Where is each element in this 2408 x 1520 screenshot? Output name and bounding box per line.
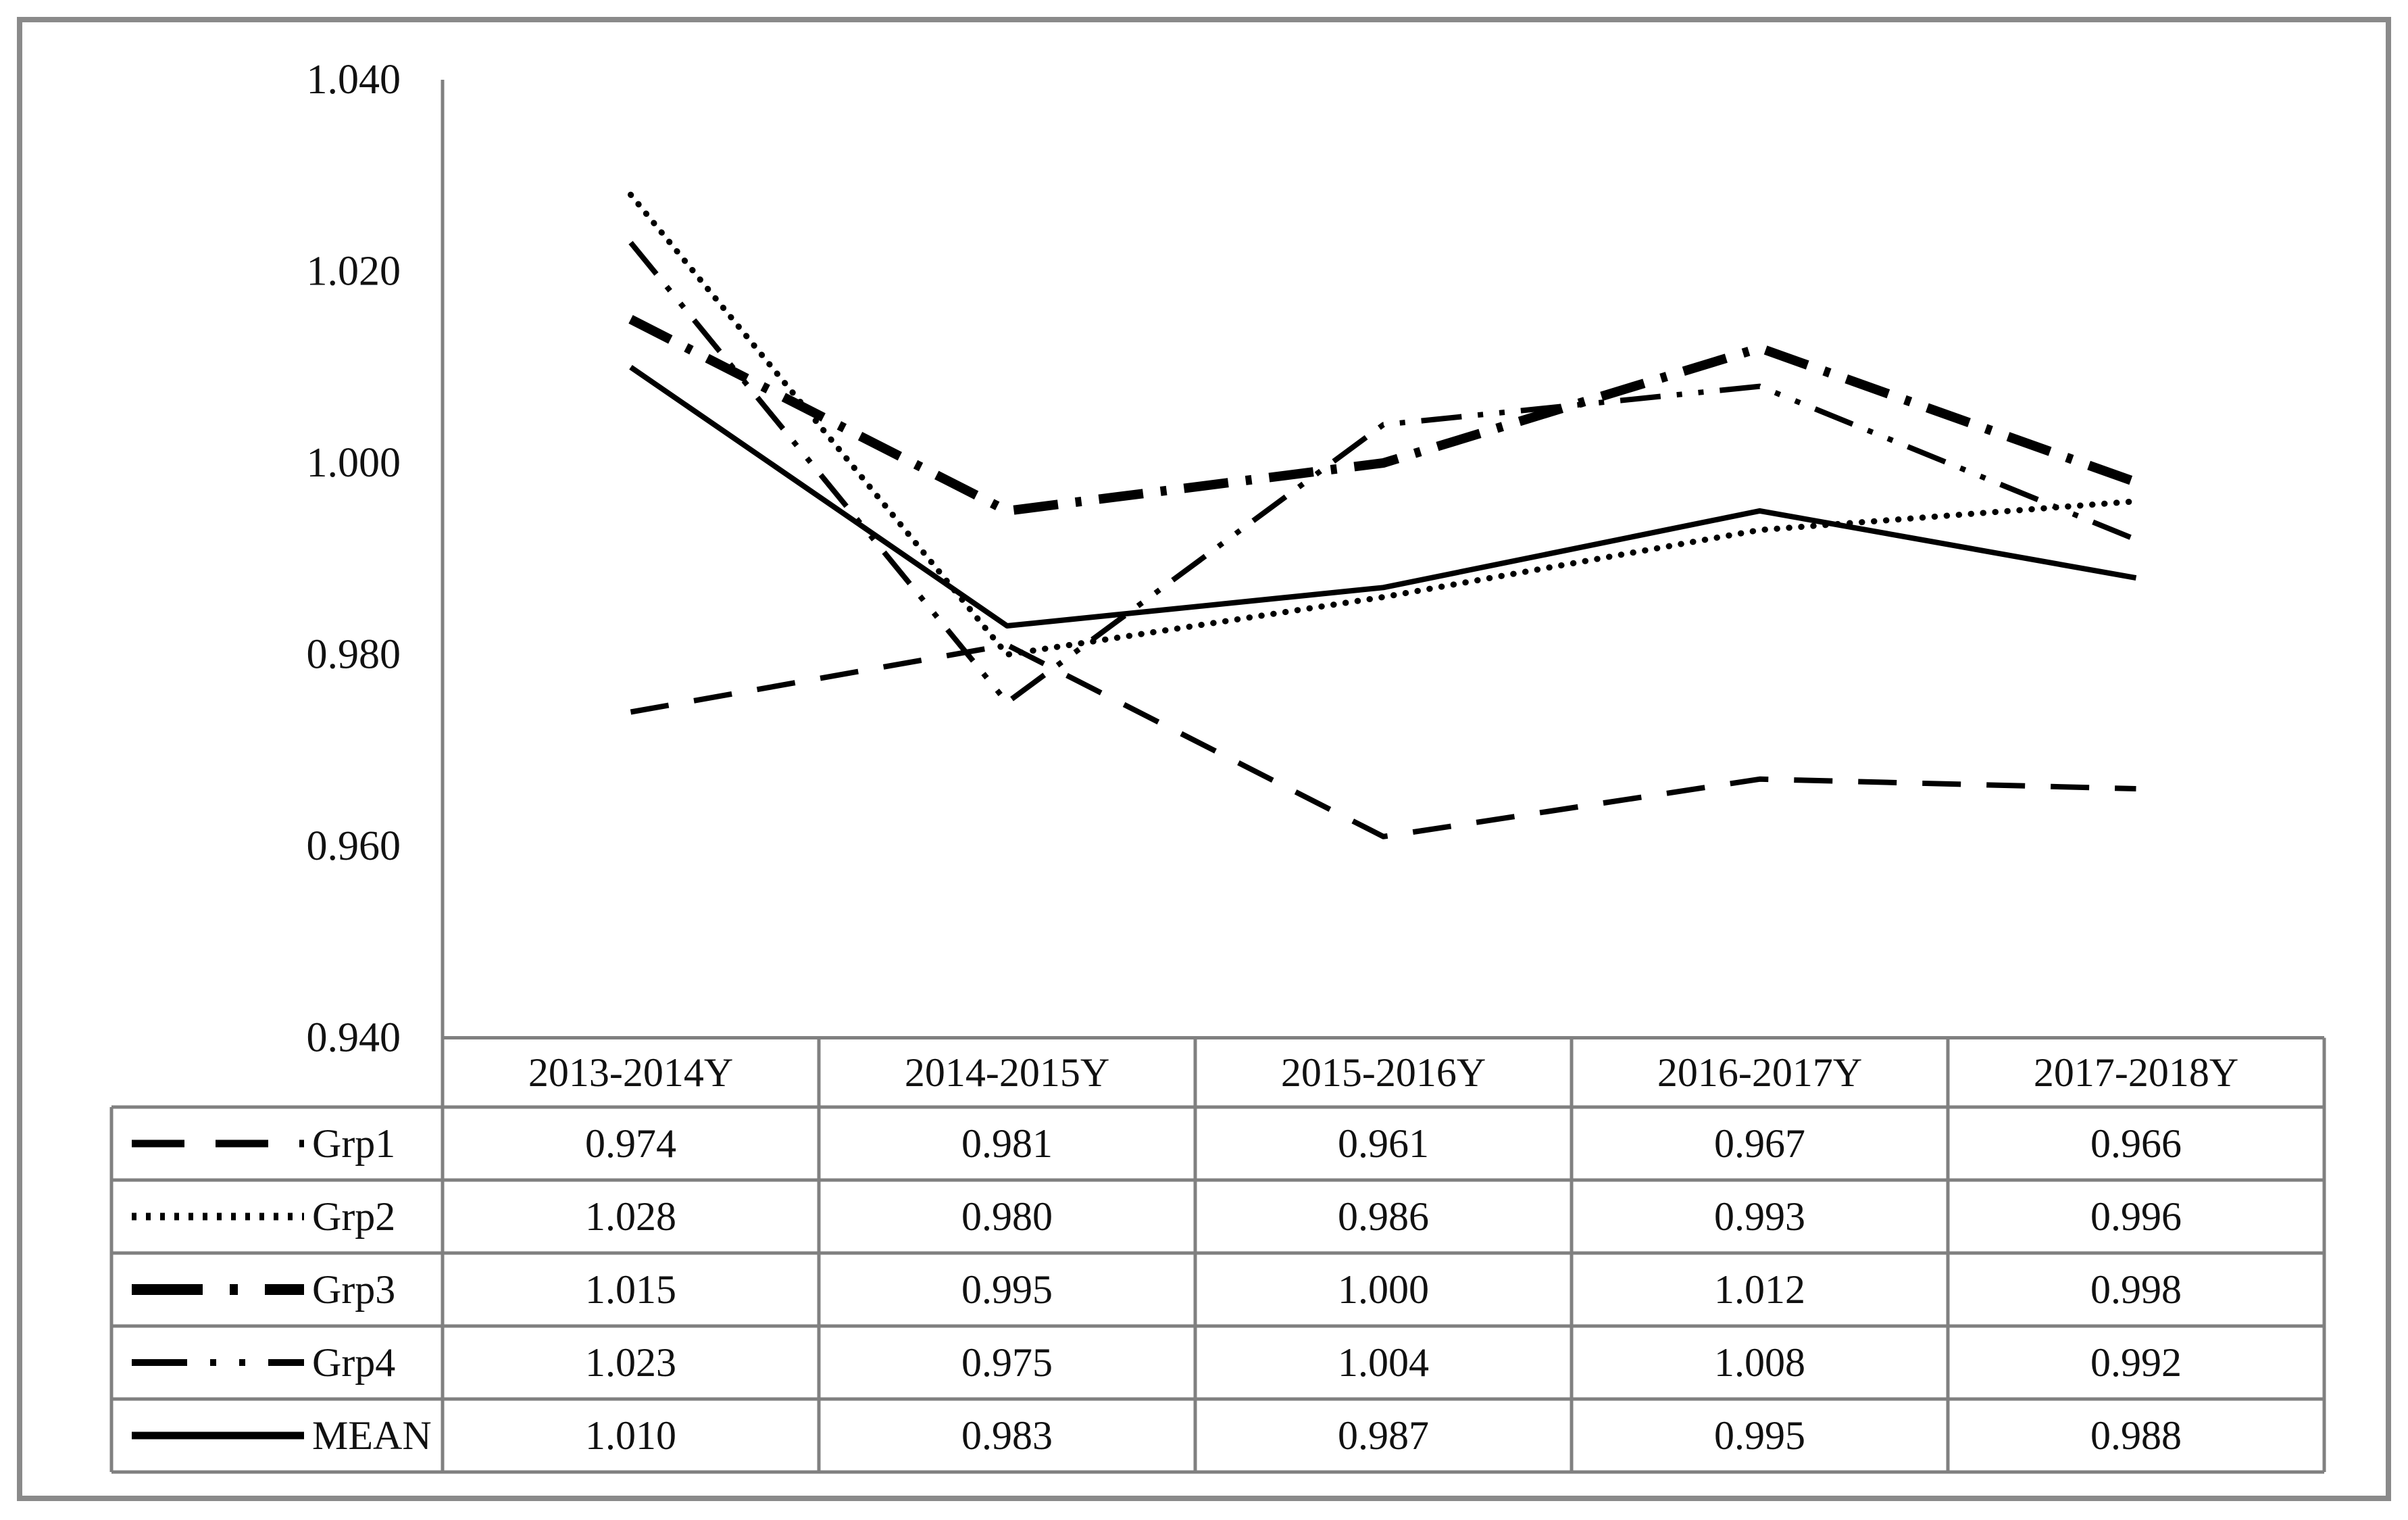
series-name-label: Grp2 <box>312 1194 395 1239</box>
table-header-cell: 2014-2015Y <box>905 1050 1109 1095</box>
table-value-cell: 0.967 <box>1714 1121 1805 1166</box>
table-header-cell: 2015-2016Y <box>1281 1050 1486 1095</box>
table-value-cell: 1.028 <box>585 1194 676 1239</box>
table-value-cell: 0.987 <box>1338 1413 1429 1458</box>
table-value-cell: 0.974 <box>585 1121 676 1166</box>
table-header-cell: 2016-2017Y <box>1657 1050 1862 1095</box>
y-tick-label: 1.020 <box>307 249 401 295</box>
table-value-cell: 1.023 <box>585 1340 676 1385</box>
table-value-cell: 1.015 <box>585 1267 676 1312</box>
table-header-cell: 2017-2018Y <box>2034 1050 2238 1095</box>
table-value-cell: 0.993 <box>1714 1194 1805 1239</box>
table-value-cell: 0.983 <box>961 1413 1053 1458</box>
table-value-cell: 0.961 <box>1338 1121 1429 1166</box>
table-value-cell: 1.004 <box>1338 1340 1429 1385</box>
table-value-cell: 0.975 <box>961 1340 1053 1385</box>
series-name-label: MEAN <box>312 1413 432 1458</box>
y-tick-label: 0.980 <box>307 632 401 678</box>
table-value-cell: 0.988 <box>2090 1413 2182 1458</box>
table-value-cell: 0.966 <box>2090 1121 2182 1166</box>
table-value-cell: 0.995 <box>961 1267 1053 1312</box>
series-line-grp3 <box>628 315 2138 516</box>
series-line-grp2 <box>628 191 2139 658</box>
table-value-cell: 1.008 <box>1714 1340 1805 1385</box>
y-tick-label: 1.040 <box>307 57 401 103</box>
outer-frame-border <box>17 17 2391 1501</box>
series-name-label: Grp3 <box>312 1267 395 1312</box>
table-value-cell: 0.992 <box>2090 1340 2182 1385</box>
series-name-label: Grp4 <box>312 1340 395 1385</box>
series-name-label: Grp1 <box>312 1121 395 1166</box>
y-tick-label: 0.940 <box>307 1015 401 1061</box>
series-line-mean <box>629 365 2137 629</box>
series-line-grp4 <box>628 241 2138 706</box>
table-value-cell: 0.986 <box>1338 1194 1429 1239</box>
table-value-cell: 1.010 <box>585 1413 676 1458</box>
y-tick-label: 0.960 <box>307 823 401 869</box>
series-line-grp1 <box>630 642 2136 839</box>
table-value-cell: 0.980 <box>961 1194 1053 1239</box>
table-header-cell: 2013-2014Y <box>528 1050 733 1095</box>
table-value-cell: 1.000 <box>1338 1267 1429 1312</box>
table-value-cell: 0.981 <box>961 1121 1053 1166</box>
y-tick-label: 1.000 <box>307 440 401 486</box>
table-value-cell: 0.998 <box>2090 1267 2182 1312</box>
table-value-cell: 0.995 <box>1714 1413 1805 1458</box>
table-value-cell: 1.012 <box>1714 1267 1805 1312</box>
table-value-cell: 0.996 <box>2090 1194 2182 1239</box>
